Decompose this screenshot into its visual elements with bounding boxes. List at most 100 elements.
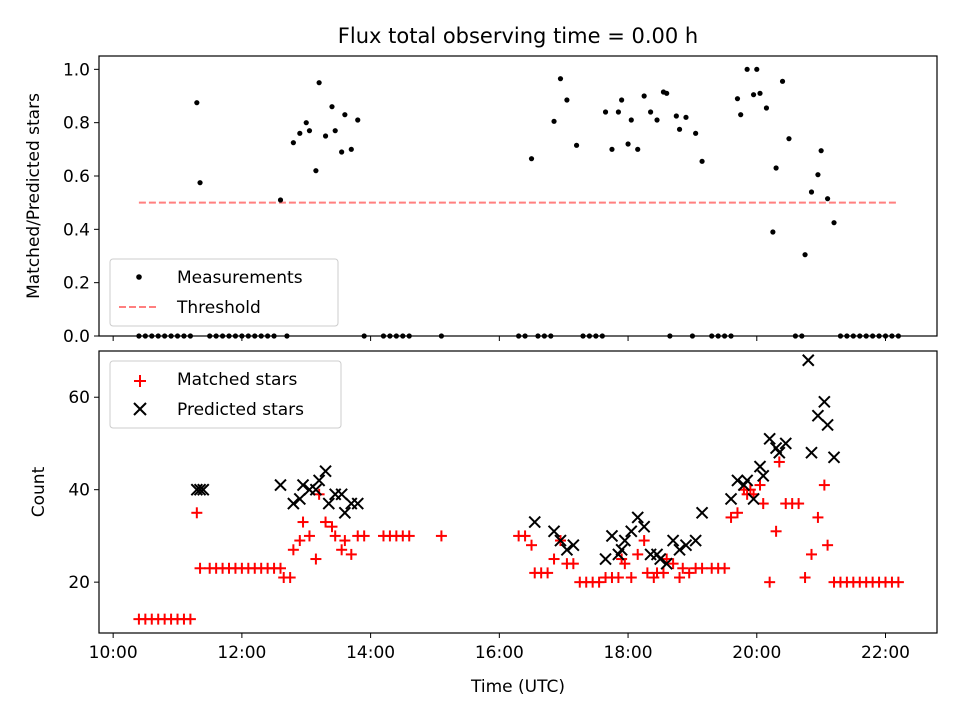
measurement-point [889,333,895,339]
matched-star-point [674,572,686,584]
measurement-point [342,112,348,118]
measurement-point [844,333,850,339]
matched-star-point [818,479,830,491]
bottom-series-marks [133,354,904,625]
measurement-point [831,220,837,226]
measurement-point [602,109,609,115]
measurement-point [824,196,831,202]
bottom-y-axis: 20 40 60 [68,388,99,593]
measurement-point [155,333,161,339]
measurement-point [387,333,393,339]
predicted-star-point [740,474,754,487]
measurement-point [136,333,142,339]
bottom-y-tick-label: 20 [68,573,90,593]
matched-star-point [339,535,351,547]
measurement-point [564,97,570,103]
bottom-x-tick-label: 16:00 [475,643,524,663]
bottom-x-axis: 10:00 12:00 14:00 16:00 18:00 20:00 22:00 [89,633,910,663]
measurement-point [393,333,399,339]
predicted-star-point [779,437,792,450]
measurement-point [654,117,660,123]
predicted-star-point [821,418,834,432]
bottom-plot-area: 20 40 60 10:00 12:00 14:00 16:00 18:00 20:00 22:… [68,350,938,663]
measurement-point [522,333,528,339]
matched-star-point [625,572,637,584]
measurement-point [715,333,721,339]
measurement-point [625,141,631,147]
measurement-point [541,333,547,339]
predicted-star-point [625,525,638,538]
measurement-point [313,168,319,174]
measurement-point [271,333,277,339]
matched-star-point [719,562,731,574]
measurement-point [284,333,290,339]
matched-star-point [191,507,203,519]
top-legend: Measurements Threshold [109,258,339,327]
measurement-point [290,140,296,146]
measurement-point [722,333,728,339]
matched-star-point [329,530,341,542]
matched-star-point [275,562,287,574]
matched-star-point [683,567,695,579]
predicted-star-point [666,534,680,547]
top-y-tick-label: 1.0 [63,60,90,80]
measurement-point [863,333,869,339]
measurement-point [322,133,329,139]
measurement-point [355,117,361,123]
matched-star-point [345,548,357,560]
matched-star-point [194,562,206,574]
bottom-x-tick-label: 10:00 [89,643,138,663]
matched-star-point [303,530,315,542]
predicted-star-point [773,446,786,459]
matched-star-point [764,576,776,588]
bottom-x-tick-label: 14:00 [346,643,395,663]
predicted-star-point [338,506,352,520]
measurement-point [818,148,824,154]
predicted-star-point [673,543,686,556]
measurement-point [757,90,763,96]
matched-star-point [542,567,554,579]
matched-star-point [548,553,560,565]
measurement-point [535,333,541,339]
measurement-point [528,156,535,162]
bottom-legend: Matched stars Predicted stars [109,360,342,429]
measurement-point [400,333,406,339]
measurement-point [277,197,284,203]
measurement-point [609,146,615,152]
measurement-point [635,146,641,152]
measurement-point [763,105,770,111]
matched-star-point [657,567,669,579]
matched-star-point [358,530,370,542]
top-legend-frame [109,258,339,327]
matched-star-point [593,576,605,588]
matched-star-point [793,498,805,510]
predicted-star-point [757,469,770,483]
measurement-point [548,333,554,339]
measurement-point [857,333,863,339]
predicted-star-point [660,557,673,570]
measurement-point [728,333,734,339]
predicted-star-point [818,395,831,409]
predicted-star-point [615,543,628,556]
measurement-point [339,149,345,155]
measurement-point [837,333,844,339]
bottom-plot-frame [98,350,938,634]
predicted-star-point [296,478,310,492]
predicted-star-point [547,525,561,538]
measurement-point [870,333,876,339]
measurement-point [306,128,313,134]
predicted-star-point [322,497,335,510]
bottom-x-tick-label: 22:00 [861,643,910,663]
matched-star-point [799,572,811,584]
measurement-point [808,189,815,195]
matched-star-point [435,530,447,542]
bottom-y-axis-label: Count [29,466,49,517]
top-y-tick-label: 0.6 [63,167,90,187]
measurement-point [207,333,213,339]
measurement-point [557,76,564,82]
measurement-point [667,333,673,339]
predicted-star-point [827,451,841,464]
top-x-axis [112,336,887,341]
top-y-axis-label: Matched/Predicted stars [24,93,44,299]
measurement-point [750,92,757,98]
